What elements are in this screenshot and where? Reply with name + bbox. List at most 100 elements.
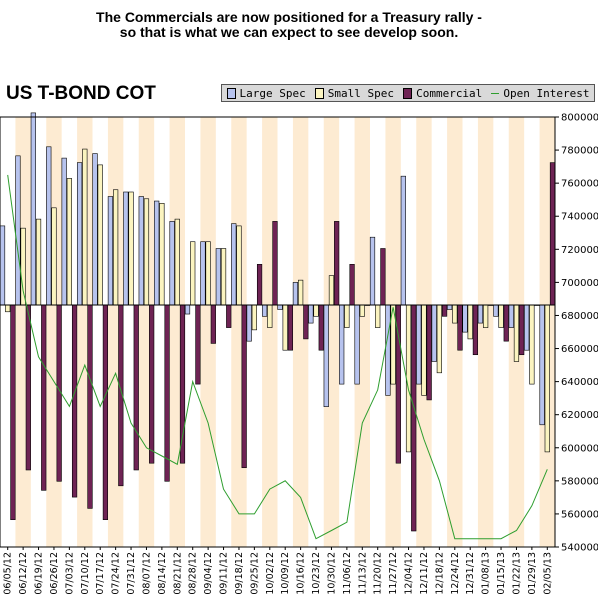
bar-commercial xyxy=(25,304,31,471)
bar-large-spec xyxy=(154,200,160,306)
y-tick-label: 580000 xyxy=(561,476,598,487)
y-tick-label: 700000 xyxy=(561,278,598,289)
legend-label-open-interest: Open Interest xyxy=(503,86,590,100)
chart-annotation: The Commercials are now positioned for a… xyxy=(0,10,578,40)
bar-small-spec xyxy=(498,304,504,328)
bar-large-spec xyxy=(323,304,329,407)
legend-item-large-spec: Large Spec xyxy=(226,87,306,100)
bar-large-spec xyxy=(308,304,314,324)
bar-commercial xyxy=(10,304,16,520)
x-tick-label: 11/13/12 xyxy=(357,552,368,595)
legend-label-small-spec: Small Spec xyxy=(327,86,395,100)
bar-commercial xyxy=(102,304,109,520)
bar-commercial xyxy=(503,304,509,342)
bar-large-spec xyxy=(261,304,268,317)
bar-commercial xyxy=(179,304,186,464)
bar-small-spec xyxy=(452,304,458,324)
right-axis-ticks: 800000 780000 760000 740000 720000 700000 6800… xyxy=(555,113,598,554)
y-tick-label: 540000 xyxy=(561,543,598,554)
bar-large-spec xyxy=(292,282,299,306)
x-tick-label: 07/10/12 xyxy=(80,552,91,595)
bar-commercial xyxy=(272,221,278,306)
bar-small-spec xyxy=(35,218,42,306)
x-tick-label: 09/18/12 xyxy=(234,552,245,595)
x-tick-label: 06/12/12 xyxy=(18,552,29,595)
x-tick-label: 10/30/12 xyxy=(326,552,337,595)
column-band xyxy=(354,117,370,547)
x-tick-label: 01/29/13 xyxy=(527,552,538,595)
x-tick-label: 10/09/12 xyxy=(280,552,291,595)
bar-large-spec xyxy=(539,304,545,426)
x-tick-label: 08/28/12 xyxy=(188,552,199,595)
bar-large-spec xyxy=(462,304,468,333)
bar-large-spec xyxy=(477,304,484,324)
bar-small-spec xyxy=(483,304,489,328)
y-tick-label: 640000 xyxy=(561,377,598,388)
open-interest-line xyxy=(7,174,548,540)
legend-swatch-open-interest xyxy=(491,92,500,94)
bar-large-spec xyxy=(493,304,499,317)
bar-commercial xyxy=(71,304,78,498)
bar-small-spec xyxy=(97,164,103,306)
x-tick-label: 08/07/12 xyxy=(141,552,152,595)
bar-large-spec xyxy=(123,191,129,306)
bar-commercial xyxy=(472,304,479,356)
plot-frame xyxy=(0,116,556,548)
bar-small-spec xyxy=(82,148,88,306)
bar-commercial xyxy=(380,248,386,306)
x-tick-label: 08/21/12 xyxy=(172,552,183,595)
bar-large-spec xyxy=(416,304,422,385)
bar-commercial xyxy=(349,264,355,306)
x-tick-label: 06/26/12 xyxy=(49,552,60,595)
bar-large-spec xyxy=(107,196,114,306)
x-tick-label: 11/20/12 xyxy=(373,552,384,595)
bar-commercial xyxy=(149,304,155,464)
y-tick-label: 780000 xyxy=(561,146,598,157)
bar-small-spec xyxy=(205,241,211,306)
bar-small-spec xyxy=(405,304,412,453)
y-tick-label: 760000 xyxy=(561,179,598,190)
bar-commercial xyxy=(411,304,417,532)
bar-large-spec xyxy=(231,223,237,306)
x-tick-label: 10/02/12 xyxy=(265,552,276,595)
bar-commercial xyxy=(441,304,448,317)
legend-label-commercial: Commercial xyxy=(416,86,483,100)
bar-small-spec xyxy=(128,191,134,306)
bar-small-spec xyxy=(143,198,150,306)
legend-swatch-large-spec xyxy=(226,87,236,99)
column-band xyxy=(447,117,463,547)
x-tick-label: 07/31/12 xyxy=(126,552,137,595)
x-tick-label: 11/06/12 xyxy=(342,552,353,595)
bar-small-spec xyxy=(251,304,257,331)
x-tick-label: 10/16/12 xyxy=(296,552,307,595)
bar-large-spec xyxy=(215,248,221,306)
bar-small-spec xyxy=(359,304,365,317)
y-tick-label: 740000 xyxy=(561,212,598,223)
x-tick-label: 12/24/12 xyxy=(450,552,461,595)
bar-small-spec xyxy=(513,304,520,362)
bar-large-spec xyxy=(15,155,21,306)
bar-small-spec xyxy=(159,203,165,306)
bar-commercial xyxy=(519,304,525,356)
bar-commercial xyxy=(256,264,263,306)
bar-large-spec xyxy=(61,157,67,306)
bar-large-spec xyxy=(138,196,144,306)
bar-commercial xyxy=(210,304,216,344)
bar-large-spec xyxy=(76,162,83,306)
bar-commercial xyxy=(287,304,294,351)
bar-commercial xyxy=(334,221,340,306)
x-tick-label: 01/08/13 xyxy=(481,552,492,595)
bar-small-spec xyxy=(298,279,304,306)
bar-large-spec xyxy=(524,304,530,351)
y-tick-label: 620000 xyxy=(561,410,598,421)
bar-commercial xyxy=(426,304,432,401)
chart-legend: Large Spec Small Spec Commercial Open In… xyxy=(221,84,595,102)
x-tick-label: 07/24/12 xyxy=(111,552,122,595)
x-tick-label: 09/11/12 xyxy=(219,552,230,595)
annotation-line-2: so that is what we can expect to see dev… xyxy=(119,24,459,40)
bar-small-spec xyxy=(113,189,119,306)
bar-commercial xyxy=(303,304,309,340)
x-tick-label: 09/25/12 xyxy=(249,552,260,595)
x-tick-label: 11/27/12 xyxy=(388,552,399,595)
